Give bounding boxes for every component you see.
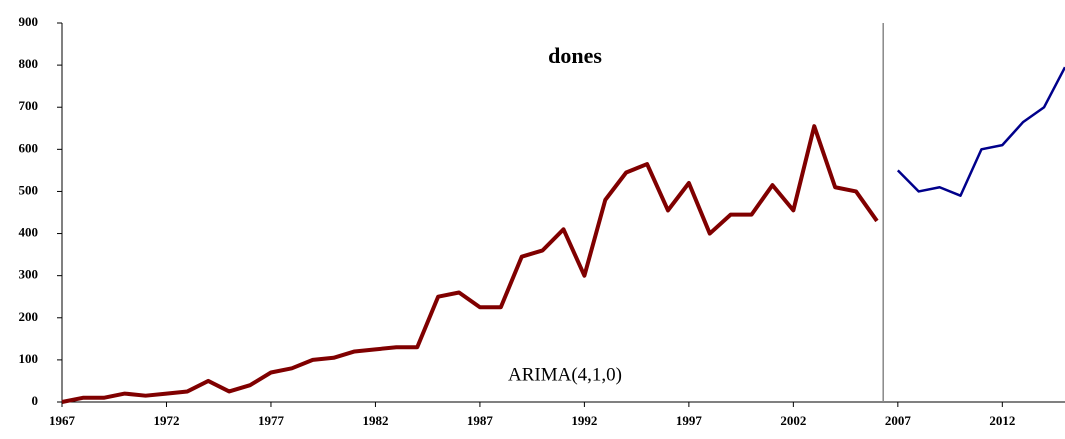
y-tick-label: 900 (19, 14, 39, 29)
x-tick-label: 1982 (362, 413, 388, 428)
y-tick-label: 700 (19, 98, 39, 113)
x-tick-label: 1987 (467, 413, 494, 428)
y-tick-label: 100 (19, 351, 39, 366)
annotation: ARIMA(4,1,0) (508, 364, 622, 385)
x-tick-label: 1972 (153, 413, 179, 428)
series-line (61, 124, 879, 404)
y-tick-label: 300 (19, 267, 39, 282)
x-tick-label: 2012 (989, 413, 1015, 428)
x-tick-label: 1997 (676, 413, 703, 428)
y-tick-label: 200 (19, 309, 39, 324)
y-tick-label: 400 (19, 225, 39, 240)
series-line (896, 66, 1065, 197)
y-tick-label: 0 (32, 393, 39, 408)
x-tick-label: 2007 (885, 413, 912, 428)
y-tick-label: 500 (19, 182, 39, 197)
y-tick-label: 800 (19, 56, 39, 71)
chart-title: dones (548, 43, 602, 68)
y-tick-label: 600 (19, 140, 39, 155)
x-tick-label: 1977 (258, 413, 285, 428)
x-tick-label: 1992 (571, 413, 597, 428)
x-tick-label: 1967 (49, 413, 76, 428)
x-tick-label: 2002 (780, 413, 806, 428)
